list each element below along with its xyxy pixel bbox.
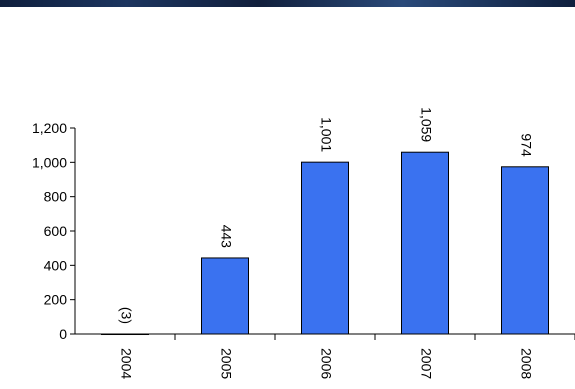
x-tick-label-2008: 2008 — [518, 348, 534, 379]
chart-bars — [101, 151, 549, 336]
x-tick-label-2007: 2007 — [418, 348, 434, 379]
data-label-2005: 443 — [218, 225, 234, 249]
data-label-2008: 974 — [518, 133, 534, 157]
chart-data-labels: 2004 (3) 2005 443 2006 1,001 2007 1,059 2008 974 — [118, 107, 534, 379]
x-tick-label-2004: 2004 — [118, 348, 134, 379]
data-label-2006: 1,001 — [318, 117, 334, 152]
x-tick-label-2006: 2006 — [318, 348, 334, 379]
bar-2006 — [301, 161, 349, 335]
chart-axes: 0 200 400 600 800 1,000 1,200 — [32, 120, 575, 342]
bar-2005 — [201, 257, 249, 335]
bar-2004 — [101, 333, 149, 336]
y-tick-label: 1,200 — [32, 120, 67, 136]
data-label-2004: (3) — [118, 307, 134, 324]
top-banner-strip — [0, 0, 575, 7]
data-label-2007: 1,059 — [418, 107, 434, 142]
y-tick-label: 600 — [44, 223, 68, 239]
y-tick-label: 0 — [59, 326, 67, 342]
y-tick-label: 800 — [44, 189, 68, 205]
bar-2008 — [501, 166, 549, 335]
y-tick-label: 1,000 — [32, 154, 67, 170]
x-tick-label-2005: 2005 — [218, 348, 234, 379]
bar-2007 — [401, 151, 449, 335]
y-tick-label: 200 — [44, 292, 68, 308]
y-tick-label: 400 — [44, 257, 68, 273]
